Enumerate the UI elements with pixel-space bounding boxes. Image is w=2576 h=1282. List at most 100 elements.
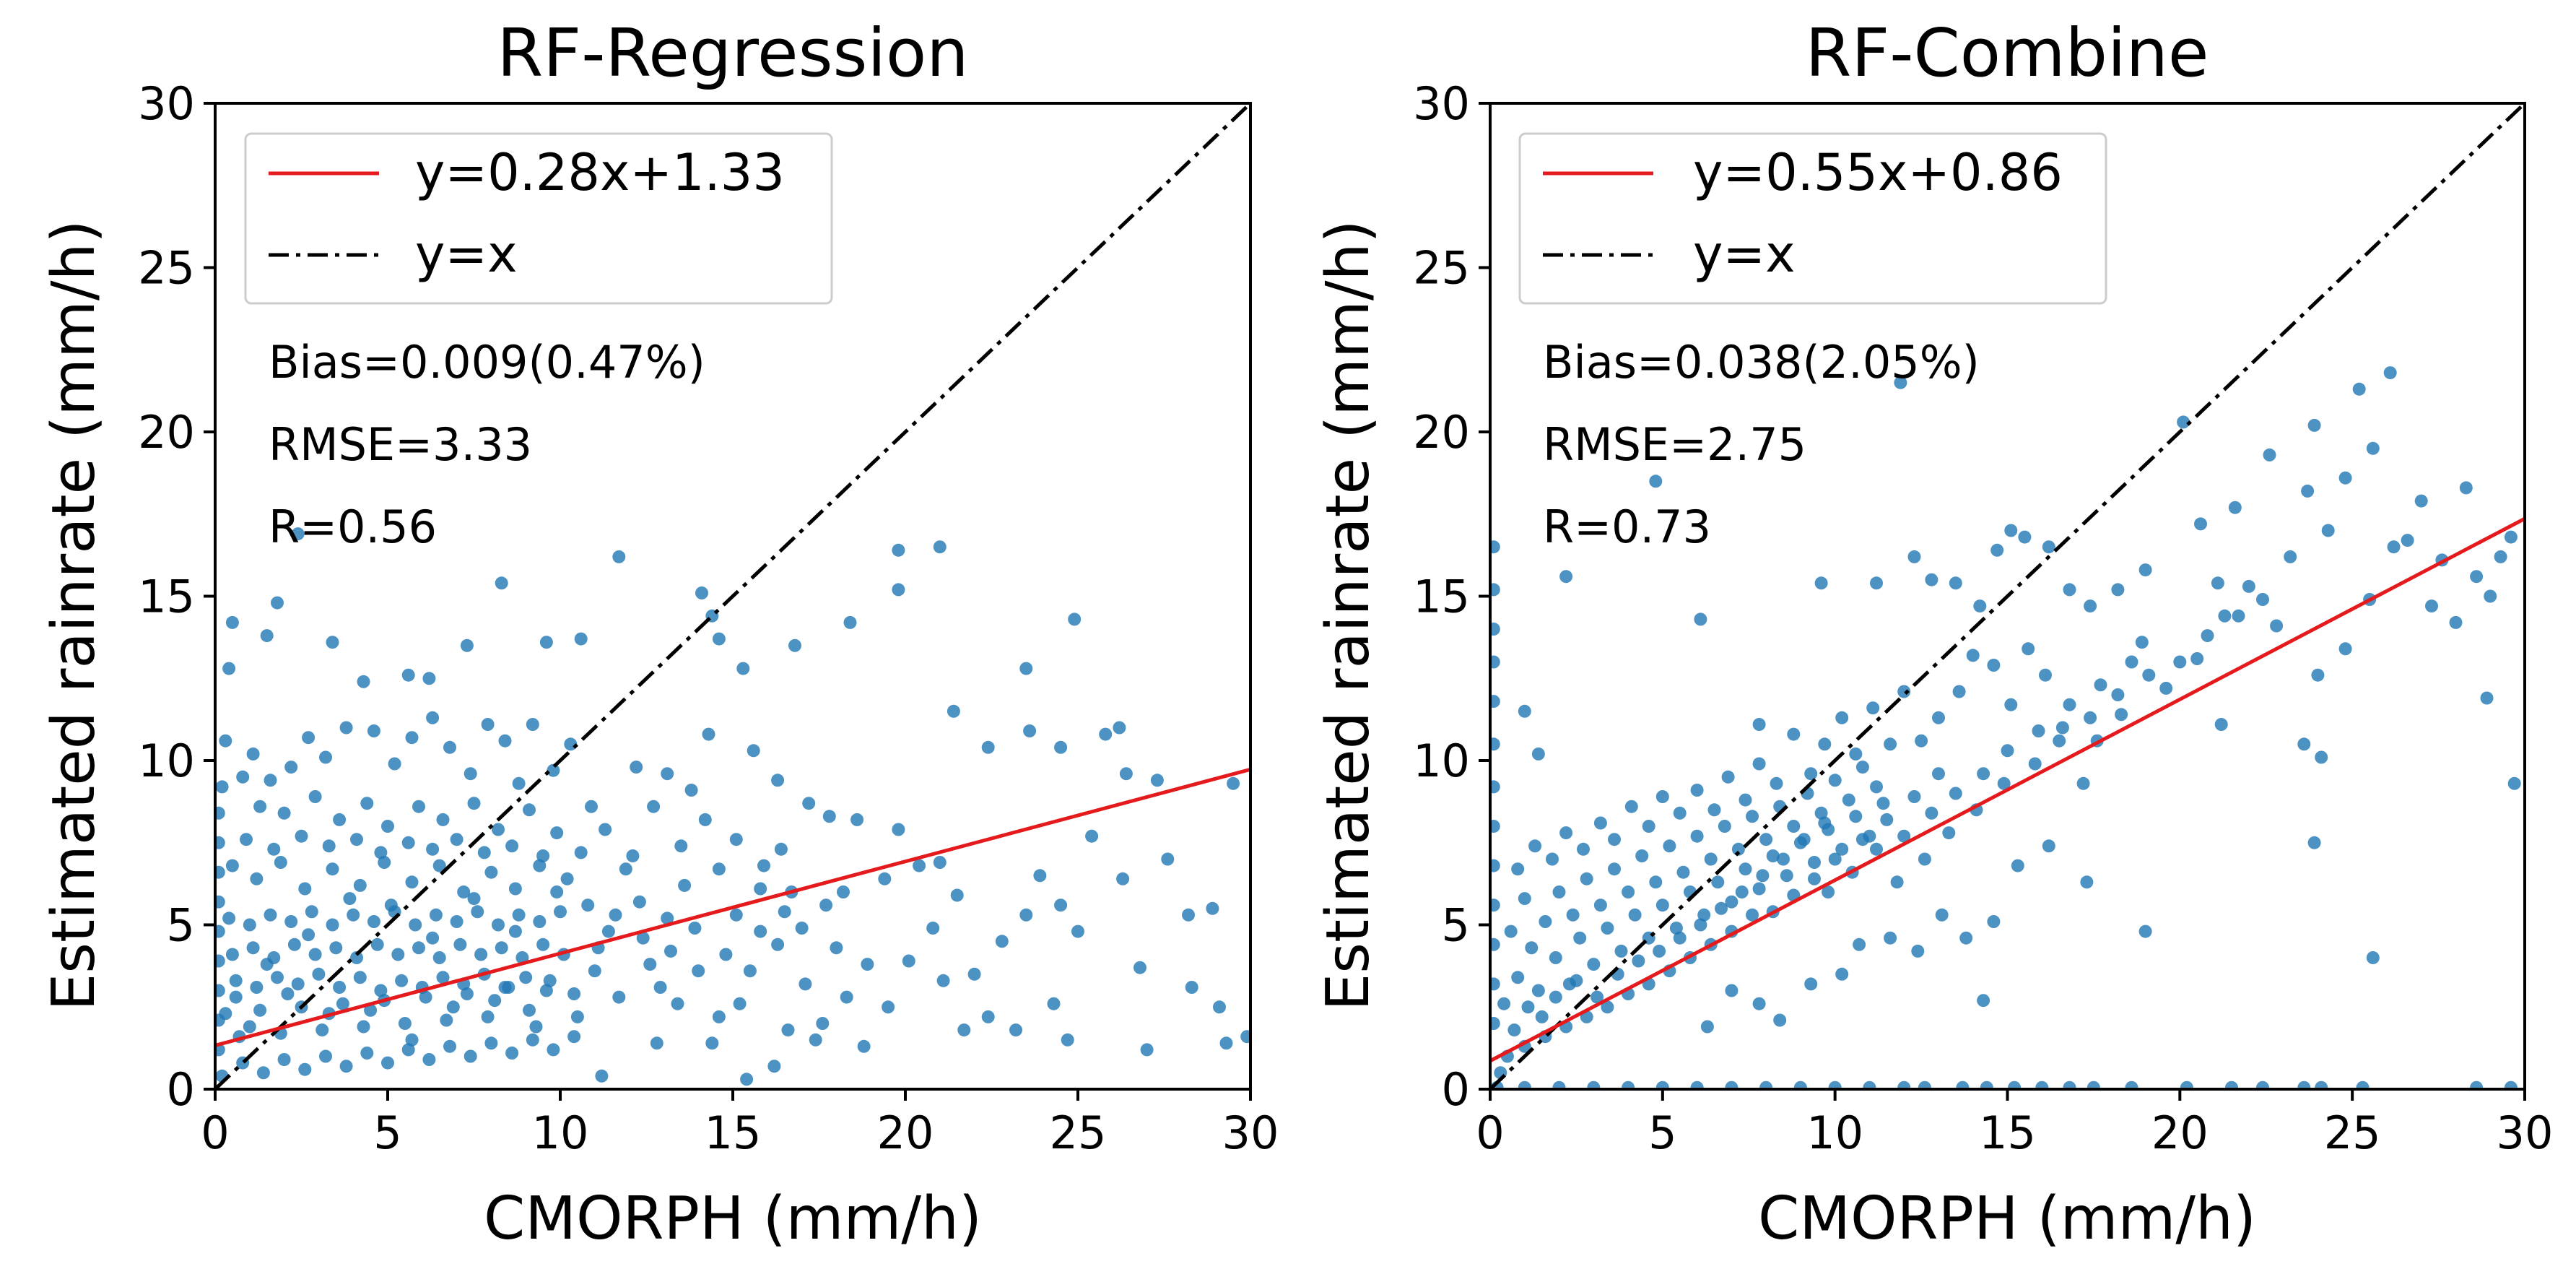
data-point [1490,737,1500,751]
panel-rf-regression: RF-Regression 0 5 10 15 20 25 30 051015202530 … [40,14,1279,1253]
data-point [1918,1080,1931,1089]
rmse-annotation: RMSE=2.75 [1543,418,1806,471]
data-point [632,895,646,909]
data-point [1601,922,1614,935]
data-point [2076,776,2090,790]
data-point [1890,875,1904,889]
data-point [1935,908,1949,922]
data-point [364,1003,378,1017]
data-point [771,937,785,951]
data-point [519,971,533,984]
data-point [243,1020,256,1034]
y-tick-label: 20 [138,406,195,459]
data-point [2214,718,2228,731]
r-annotation: R=0.73 [1543,501,1711,553]
data-point [609,908,622,922]
data-point [1504,924,1518,938]
data-point [1990,543,2004,557]
data-point [405,731,419,745]
data-point [298,882,312,896]
data-point [450,915,464,928]
data-point [1925,573,1938,586]
data-point [2284,550,2297,563]
data-point [533,915,547,928]
x-tick-label: 5 [373,1106,401,1159]
data-point [1539,915,1552,928]
data-point [477,846,491,859]
data-point [2263,448,2276,462]
data-point [1577,842,1590,856]
data-point [222,662,236,675]
data-point [643,958,657,971]
data-point [688,922,702,935]
x-tick-label: 25 [1050,1106,1107,1159]
data-point [747,744,760,758]
data-point [1894,376,1907,389]
data-point [367,915,380,928]
data-point [336,997,349,1010]
data-point [1721,770,1735,784]
data-point [426,842,440,856]
data-point [260,629,274,643]
data-point [322,839,336,853]
x-tick-label: 30 [2497,1106,2554,1159]
data-point [319,750,332,764]
data-point [1601,1000,1614,1014]
data-point [1915,734,1928,748]
y-tick-label: 25 [1413,242,1470,295]
data-point [533,859,547,872]
data-point [374,846,388,859]
data-point [729,833,743,846]
data-point [1161,852,1175,866]
data-point [1518,892,1531,906]
data-point [1822,885,1835,898]
data-point [229,990,243,1004]
data-point [1587,1080,1601,1089]
data-point [333,813,347,826]
data-point [1797,833,1811,846]
data-point [550,885,564,898]
data-point [1113,721,1126,735]
data-point [2004,698,2018,711]
data-point [298,1062,312,1076]
data-point [1140,1043,1154,1057]
data-point [215,1013,225,1027]
data-point [360,1047,374,1060]
data-point [1490,859,1500,872]
data-point [2001,744,2014,758]
data-point [1525,941,1539,955]
data-point [1897,829,1911,843]
data-point [1884,931,1897,945]
data-point [246,941,260,955]
data-point [837,885,850,898]
data-point [1876,797,1890,810]
data-point [440,1013,453,1027]
data-point [1756,869,1770,883]
data-point [488,994,502,1008]
fit-line [1490,516,2525,1063]
data-point [2228,501,2242,514]
data-point [1766,849,1780,862]
data-point [595,1069,609,1083]
data-point [2366,951,2380,964]
x-tick-label: 15 [1979,1106,2036,1159]
data-point [1549,990,1562,1004]
data-point [240,833,253,846]
x-tick-label: 10 [1806,1106,1863,1159]
data-point [2218,609,2232,623]
data-point [1690,784,1704,797]
data-point [453,937,467,951]
x-tick-label: 0 [201,1106,229,1159]
data-point [2177,415,2190,429]
data-point [1649,875,1663,889]
data-point [933,856,947,869]
data-point [1185,981,1198,994]
data-point [1624,800,1638,813]
data-point [774,842,788,856]
data-point [1849,810,1863,823]
data-point [367,724,380,737]
data-point [446,1000,460,1014]
data-point [492,823,505,836]
panel-rf-combine: RF-Combine 0 5 10 15 20 25 30 0 5 10 15 20 25 30 CMO… [1314,14,2553,1253]
data-point [892,543,905,557]
